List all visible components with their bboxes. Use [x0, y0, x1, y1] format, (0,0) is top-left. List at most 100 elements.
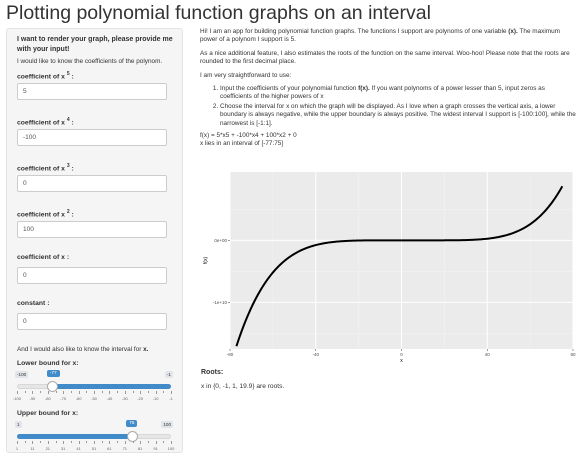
roots-heading: Roots:	[201, 369, 224, 376]
slider-tick	[132, 391, 134, 393]
chart-y-axis-title: f(x)	[203, 257, 209, 265]
slider-tick-label: 71	[122, 446, 128, 451]
intro-text-b: The maximum power of a polynom I support…	[200, 28, 560, 44]
coefficient-power: 2	[66, 209, 70, 215]
lower-bound-label: Lower bound for x:	[17, 360, 79, 367]
slider-tick	[117, 441, 119, 443]
slider-tick	[32, 441, 34, 444]
slider-tick-label: 100	[167, 446, 175, 451]
slider-tick-label: -40	[106, 396, 113, 401]
sidebar-intro: I would like to know the coefficients of…	[17, 58, 163, 65]
coefficient-label-text: coefficient of x	[17, 211, 65, 219]
slider-tick	[47, 391, 49, 394]
slider-tick	[63, 391, 65, 394]
page-title: Plotting polynomial function graphs on a…	[6, 2, 431, 24]
intro-var: (x).	[508, 28, 518, 35]
coefficient-label-text: coefficient of x	[17, 73, 65, 81]
slider-tick-label: 91	[153, 446, 158, 451]
interval-intro: And I would also like to know the interv…	[17, 346, 174, 354]
coefficient-list: coefficient of x 5 : coefficient of x 4 :…	[17, 70, 174, 330]
slider-tick	[70, 391, 72, 393]
feature-paragraph: As a nice additional feature, I also est…	[200, 49, 570, 66]
coefficient-label: coefficient of x 5 :	[17, 71, 74, 81]
lower-bound-slider[interactable]: -100 -1 -77 -100 -90 -80 -70 -60 -50 -40 -30 -20 -10…	[13, 370, 173, 406]
step1-text-b: If you want polynoms of a power lesser t…	[220, 85, 545, 101]
coefficient-label: coefficient of x :	[17, 254, 174, 262]
coefficient-power: 5	[66, 71, 70, 77]
coefficient-input[interactable]	[17, 267, 167, 284]
slider-tick-label: -10	[152, 396, 159, 401]
usage-steps: Input the coefficients of your polynomia…	[200, 85, 578, 128]
slider-tick-label: -20	[137, 396, 144, 401]
slider-tick	[78, 441, 80, 444]
slider-tick	[132, 441, 134, 443]
slider-tick-label: 61	[107, 446, 112, 451]
slider-max-label: -1	[164, 371, 173, 378]
coefficient-input[interactable]	[17, 313, 167, 330]
slider-tick	[171, 441, 172, 444]
polynomial-chart: -80 -40 0 40 80 -1e+10 0e+00 x f(x)	[203, 172, 576, 363]
slider-tick-label: -90	[29, 396, 36, 401]
slider-tick	[78, 391, 80, 394]
chart-x-tick-label: -80	[227, 352, 234, 357]
slider-tick-label: 1	[15, 446, 19, 451]
chart-y-tick-label: 0e+00	[214, 238, 227, 243]
sidebar-heading: I want to render your graph, please prov…	[17, 36, 173, 53]
slider-fill	[52, 384, 171, 389]
slider-tick	[117, 391, 119, 393]
slider-tick	[86, 391, 88, 393]
slider-tick	[163, 441, 165, 443]
slider-tick	[109, 391, 111, 394]
main-panel: Hi! I am an app for building polynomial …	[200, 28, 578, 148]
slider-tick-label: 21	[45, 446, 51, 451]
slider-tick	[124, 391, 126, 394]
slider-ticks	[17, 391, 172, 395]
coefficient-label: coefficient of x 2 :	[17, 209, 74, 219]
coefficient-label-text: coefficient of x :	[17, 254, 70, 261]
slider-ticks	[17, 441, 172, 445]
chart-y-tick-label: -1e+10	[213, 300, 228, 305]
upper-bound-slider[interactable]: 1 100 75 1 11 21 31 41 51 61 71 81 91 100	[15, 420, 175, 456]
usage-step-2: Choose the interval for x on which the g…	[220, 103, 578, 128]
slider-tick-label: -50	[91, 396, 97, 401]
slider-handle[interactable]	[47, 381, 59, 392]
chart-x-axis-title: x	[400, 358, 403, 363]
slider-tick	[140, 391, 142, 394]
coefficient-input[interactable]	[17, 83, 167, 100]
slider-tick-labels: 1 11 21 31 41 51 61 71 81 91 100	[15, 446, 175, 452]
slider-tick	[47, 441, 49, 444]
slider-tick	[109, 441, 111, 444]
sidebar-panel: I want to render your graph, please prov…	[6, 28, 183, 453]
coefficient-label: coefficient of x 3 :	[17, 163, 74, 173]
chart-x-tick-label: 0	[400, 352, 403, 357]
straightforward-paragraph: I am very straightforward to use:	[200, 71, 292, 79]
coefficient-label-text: coefficient of x	[17, 165, 65, 173]
slider-tick	[40, 441, 42, 443]
coefficient-input[interactable]	[17, 129, 167, 146]
coefficient-label: constant :	[17, 300, 174, 308]
slider-tick	[124, 441, 126, 444]
slider-tick	[55, 391, 57, 393]
interval-intro-text: And I would also like to know the interv…	[17, 346, 144, 353]
coefficient-input[interactable]	[17, 175, 167, 192]
interval-intro-var: x.	[143, 346, 149, 353]
slider-handle[interactable]	[126, 431, 138, 442]
slider-tick	[94, 441, 95, 444]
slider-tick-label: 41	[76, 446, 81, 451]
coefficient-input[interactable]	[17, 221, 167, 238]
chart-series-line	[235, 185, 564, 347]
slider-tick-label: 11	[30, 446, 35, 451]
slider-tick-label: 81	[137, 446, 143, 451]
coefficient-label-text: constant :	[17, 300, 50, 307]
step1-text-a: Input the coefficients of your polynomia…	[220, 85, 359, 93]
slider-fill	[17, 434, 133, 439]
formula-line: f(x) = 5*x5 + -100*x4 + 100*x2 + 0	[200, 132, 297, 140]
slider-tick-label: -80	[44, 396, 51, 401]
slider-tick	[24, 391, 26, 393]
slider-tick	[101, 391, 103, 393]
slider-tick-label: 31	[60, 446, 66, 451]
slider-tick-label: -1	[169, 396, 173, 401]
slider-tick	[163, 391, 165, 393]
slider-tick-label: 51	[91, 446, 97, 451]
slider-tick	[155, 391, 157, 394]
